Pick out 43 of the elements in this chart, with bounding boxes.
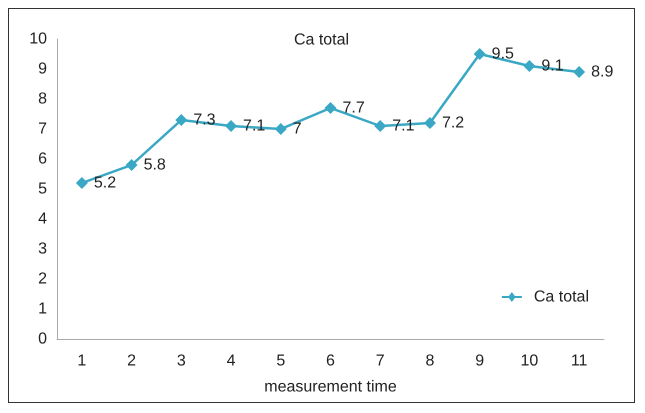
chart-title: Ca total — [294, 32, 350, 48]
y-tick-label: 7 — [38, 120, 48, 138]
y-tick-label: 5 — [38, 180, 48, 198]
y-tick-label: 9 — [38, 60, 48, 78]
y-tick-label: 10 — [29, 30, 48, 48]
point — [523, 60, 536, 72]
y-tick-label: 0 — [38, 330, 48, 348]
x-tick-label: 8 — [426, 352, 434, 370]
data-label: 5.8 — [144, 156, 166, 174]
point — [274, 123, 287, 135]
y-tick-label: 2 — [38, 270, 48, 288]
x-tick-label: 1 — [77, 352, 86, 370]
x-tick-label: 4 — [226, 352, 236, 370]
y-tick-label: 8 — [38, 90, 48, 108]
point — [324, 102, 336, 114]
legend-label: Ca total — [534, 288, 589, 306]
point — [126, 159, 138, 171]
y-tick-label: 6 — [38, 150, 48, 168]
data-label: 5.2 — [94, 174, 116, 192]
data-label: 7 — [292, 120, 302, 138]
y-tick-label: 1 — [38, 300, 48, 318]
point — [374, 120, 386, 132]
point — [175, 114, 188, 126]
point — [573, 66, 586, 78]
x-tick-label: 7 — [376, 352, 385, 370]
point — [225, 120, 238, 132]
point — [76, 177, 88, 189]
x-tick-label: 9 — [475, 352, 484, 370]
x-tick-label: 2 — [127, 352, 136, 370]
data-label: 8.9 — [591, 64, 614, 80]
x-tick-label: 11 — [570, 352, 588, 370]
y-tick-label: 3 — [38, 240, 48, 258]
data-label: 9.5 — [492, 46, 514, 62]
y-tick-label: 4 — [38, 210, 48, 228]
x-tick-label: 10 — [520, 352, 538, 370]
x-tick-label: 5 — [276, 352, 286, 370]
point — [424, 117, 436, 129]
x-axis-title: measurement time — [264, 378, 397, 396]
data-label: 7.2 — [442, 114, 464, 132]
x-tick-label: 6 — [326, 352, 336, 370]
x-tick-label: 3 — [176, 352, 186, 370]
point — [474, 48, 486, 60]
data-label: 7.7 — [342, 100, 365, 116]
